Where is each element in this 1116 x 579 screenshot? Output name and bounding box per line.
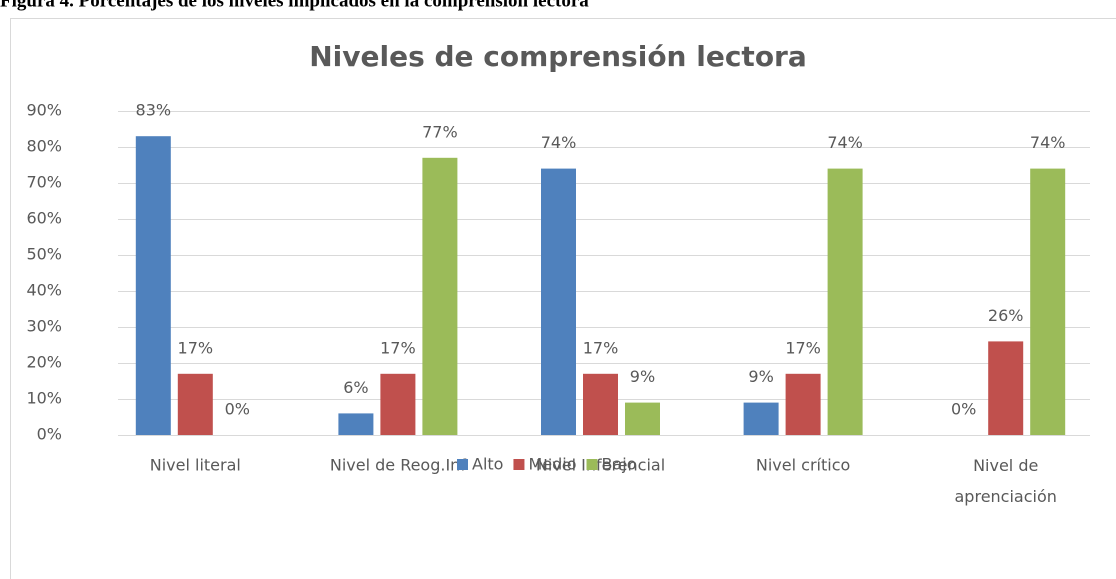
data-label: 74% [1030, 133, 1066, 152]
y-tick-label: 80% [26, 137, 62, 156]
y-tick-label: 0% [37, 425, 62, 444]
legend-label: Alto [472, 455, 503, 474]
x-tick-label: Nivel de Reog.Inf [330, 456, 466, 475]
data-label: 9% [630, 367, 655, 386]
legend-label: Bajo [602, 455, 637, 474]
legend-label: Medio [528, 455, 576, 474]
data-label: 17% [380, 338, 416, 357]
x-tick-label: Nivel literal [150, 456, 241, 475]
bar [177, 373, 213, 435]
bar [827, 168, 863, 435]
data-label: 74% [827, 133, 863, 152]
bar [988, 341, 1024, 435]
data-label: 83% [136, 101, 172, 120]
y-tick-label: 50% [26, 245, 62, 264]
data-label: 0% [951, 400, 976, 419]
x-tick-label: Nivel de aprenciación [955, 456, 1057, 506]
bar [583, 373, 618, 435]
data-label: 26% [988, 306, 1024, 325]
x-tick-label: Nivel crítico [756, 456, 850, 475]
bar [743, 402, 779, 435]
bar [380, 373, 416, 435]
legend-swatch [586, 459, 598, 470]
figure-caption: Figura 4. Porcentajes de los niveles imp… [0, 0, 589, 11]
bar [625, 402, 660, 435]
bar [422, 157, 458, 436]
bar [338, 413, 374, 435]
y-tick-label: 70% [26, 173, 62, 192]
bar [785, 373, 821, 435]
legend-swatch [457, 459, 468, 470]
data-label: 77% [422, 122, 458, 141]
data-label: 17% [178, 338, 214, 357]
legend-swatch [513, 459, 525, 470]
y-tick-label: 20% [26, 353, 62, 372]
y-tick-label: 40% [26, 281, 62, 300]
y-tick-label: 30% [26, 317, 62, 336]
y-tick-label: 10% [26, 389, 62, 408]
bar [1030, 168, 1066, 435]
data-label: 17% [785, 338, 821, 357]
bar [541, 168, 576, 435]
data-label: 74% [541, 133, 577, 152]
data-label: 0% [225, 400, 250, 419]
x-tick-label: Nivel Inferencial [536, 456, 665, 475]
y-tick-label: 60% [26, 209, 62, 228]
data-label: 6% [343, 378, 368, 397]
data-label: 9% [748, 367, 773, 386]
bar [135, 136, 171, 435]
chart-title: Niveles de comprensión lectora [309, 40, 807, 73]
y-tick-label: 90% [26, 101, 62, 120]
data-label: 17% [583, 338, 619, 357]
